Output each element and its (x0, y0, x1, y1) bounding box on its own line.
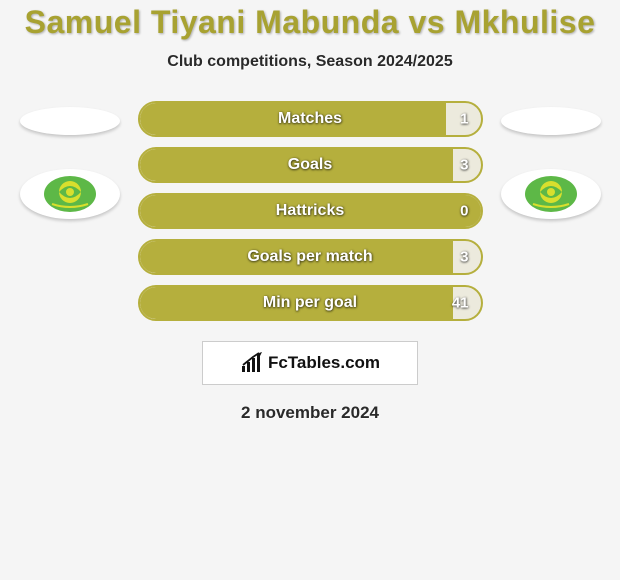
date-label: 2 november 2024 (0, 403, 620, 423)
bar-value: 3 (460, 157, 468, 174)
bar-value: 0 (460, 203, 468, 220)
player-avatar-left (20, 107, 120, 135)
bar-label: Goals (288, 156, 332, 174)
comparison-area: Matches 1 Goals 3 Hattricks 0 Goals per … (0, 101, 620, 321)
club-logo-icon (42, 174, 98, 214)
club-logo-icon (523, 174, 579, 214)
club-badge-right (501, 169, 601, 219)
brand-link[interactable]: FcTables.com (202, 341, 418, 385)
brand-label: FcTables.com (268, 353, 380, 373)
left-column (20, 101, 120, 219)
bar-value: 1 (460, 111, 468, 128)
bar-min-per-goal: Min per goal 41 (138, 285, 483, 321)
right-column (501, 101, 601, 219)
bar-matches: Matches 1 (138, 101, 483, 137)
club-badge-left (20, 169, 120, 219)
bar-goals-per-match: Goals per match 3 (138, 239, 483, 275)
bar-label: Goals per match (247, 248, 372, 266)
player-avatar-right (501, 107, 601, 135)
bar-label: Hattricks (276, 202, 344, 220)
bar-value: 41 (452, 295, 469, 312)
bar-hattricks: Hattricks 0 (138, 193, 483, 229)
bar-goals: Goals 3 (138, 147, 483, 183)
page-title: Samuel Tiyani Mabunda vs Mkhulise (0, 4, 620, 41)
subtitle: Club competitions, Season 2024/2025 (0, 53, 620, 71)
bar-label: Matches (278, 110, 342, 128)
bar-value: 3 (460, 249, 468, 266)
brand-chart-icon (240, 352, 264, 374)
stat-bars: Matches 1 Goals 3 Hattricks 0 Goals per … (138, 101, 483, 321)
bar-label: Min per goal (263, 294, 357, 312)
